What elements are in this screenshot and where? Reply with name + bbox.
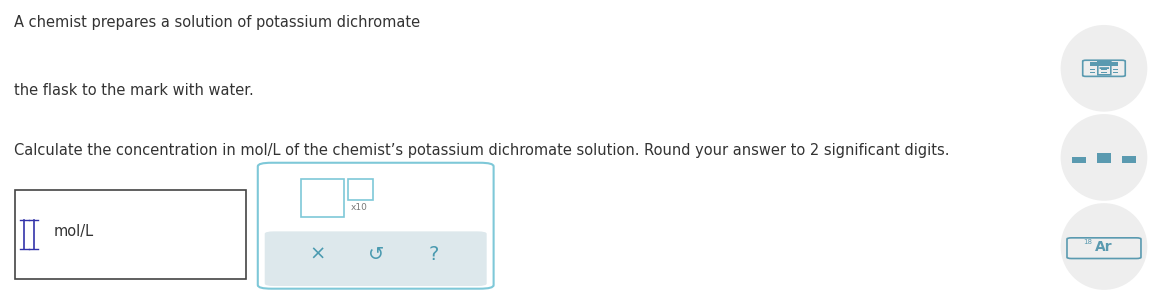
FancyBboxPatch shape <box>1113 69 1118 70</box>
FancyBboxPatch shape <box>301 179 344 217</box>
FancyBboxPatch shape <box>1113 72 1118 73</box>
FancyBboxPatch shape <box>15 190 246 279</box>
FancyBboxPatch shape <box>1090 62 1118 66</box>
Text: ?: ? <box>429 245 439 264</box>
FancyBboxPatch shape <box>1072 157 1087 163</box>
Ellipse shape <box>1061 203 1147 290</box>
Text: ⊟: ⊟ <box>1095 58 1113 78</box>
Ellipse shape <box>1061 114 1147 201</box>
Ellipse shape <box>1061 25 1147 112</box>
Text: 18: 18 <box>1083 238 1092 244</box>
Text: Ar: Ar <box>1095 240 1113 254</box>
Text: ↺: ↺ <box>368 245 384 264</box>
FancyBboxPatch shape <box>1102 72 1106 73</box>
Text: A chemist prepares a solution of potassium dichromate: A chemist prepares a solution of potassi… <box>14 15 424 30</box>
FancyBboxPatch shape <box>1121 156 1136 163</box>
FancyBboxPatch shape <box>1097 153 1111 163</box>
FancyBboxPatch shape <box>348 179 373 200</box>
Text: mol/L: mol/L <box>53 224 94 239</box>
FancyBboxPatch shape <box>265 231 487 286</box>
FancyBboxPatch shape <box>258 163 494 289</box>
Text: Calculate the concentration in mol/L of the chemist’s potassium dichromate solut: Calculate the concentration in mol/L of … <box>14 143 949 158</box>
FancyBboxPatch shape <box>1102 69 1106 70</box>
FancyBboxPatch shape <box>1090 69 1095 70</box>
Text: x10: x10 <box>350 203 368 211</box>
Text: the flask to the mark with water.: the flask to the mark with water. <box>14 83 253 98</box>
Text: ×: × <box>310 245 326 264</box>
FancyBboxPatch shape <box>1090 72 1095 73</box>
